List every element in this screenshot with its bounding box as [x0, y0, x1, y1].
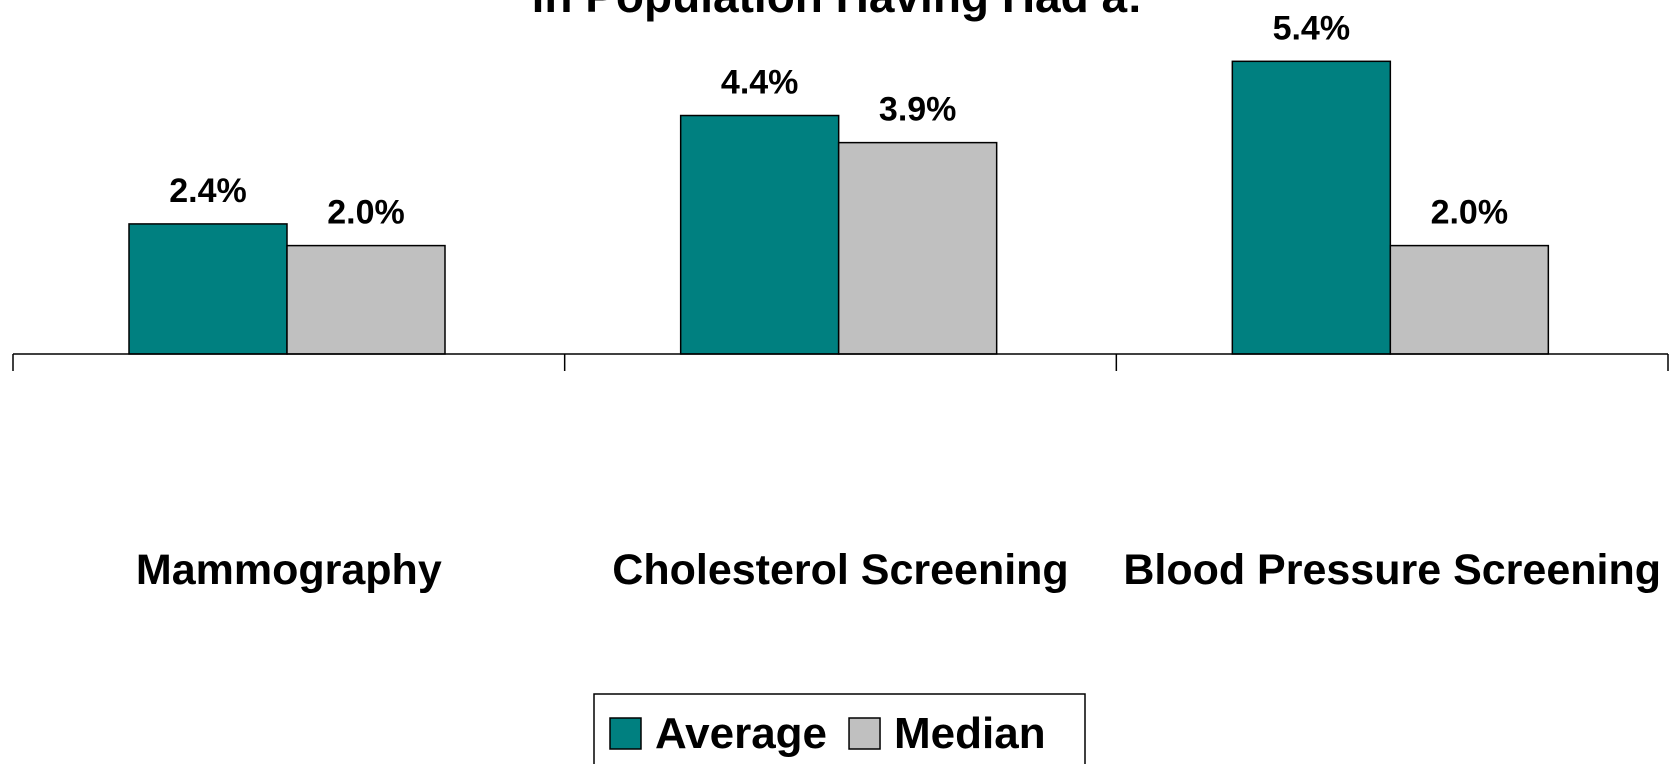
x-tick-label: Cholesterol Screening — [612, 546, 1069, 594]
value-label: 3.9% — [879, 91, 957, 129]
value-label: 4.4% — [721, 64, 799, 102]
x-tick-label: Mammography — [135, 546, 442, 594]
chart-title: in Population Having Had a: — [532, 0, 1143, 22]
legend-swatch — [848, 717, 881, 750]
legend-box — [593, 693, 1086, 764]
bar — [679, 114, 840, 355]
legend-label: Median — [894, 709, 1046, 758]
bar — [837, 141, 998, 355]
x-tick-label: Blood Pressure Screening — [1123, 546, 1661, 594]
value-label: 2.4% — [169, 172, 247, 210]
bar — [128, 223, 288, 355]
bar — [1389, 244, 1550, 355]
value-label: 2.0% — [327, 194, 405, 232]
value-label: 2.0% — [1431, 194, 1509, 232]
legend-label: Average — [655, 709, 827, 758]
legend-swatch — [609, 717, 642, 750]
bar — [286, 244, 446, 355]
bar — [1231, 60, 1392, 355]
value-label: 5.4% — [1273, 9, 1351, 47]
